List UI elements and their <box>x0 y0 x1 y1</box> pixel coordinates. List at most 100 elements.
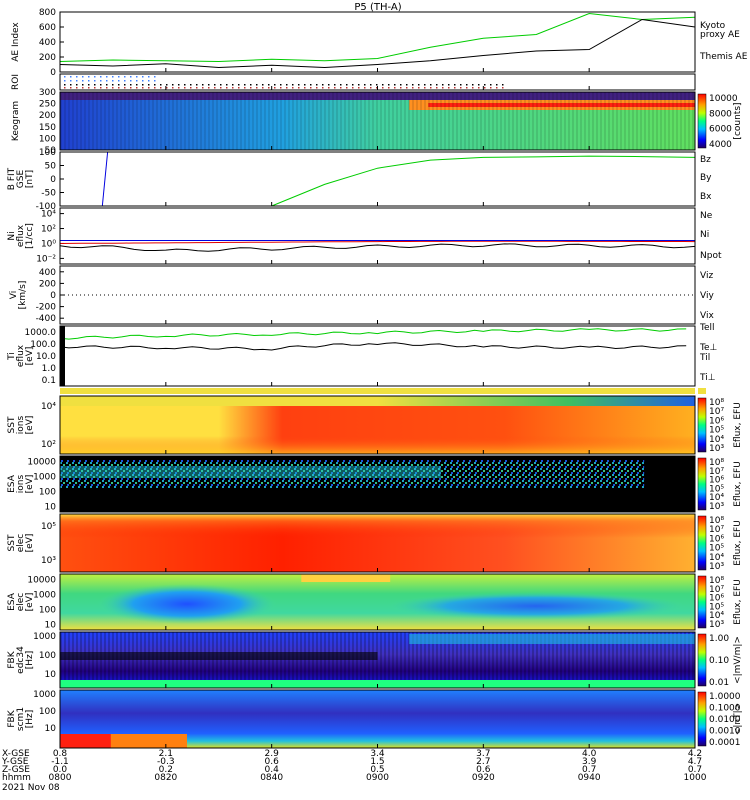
fbk2-ylabel-0: FBK <box>7 709 17 727</box>
roi-dot <box>454 87 456 89</box>
vi-ylabel-0: Vi <box>9 291 19 299</box>
bfit-frame <box>59 151 696 207</box>
xaxis-tick-label: 3.9 <box>582 757 597 767</box>
ni-ylabel-2: [1/cc] <box>25 223 35 249</box>
vi-legend-viy: Viy <box>700 291 714 301</box>
roi-dot <box>118 76 120 78</box>
roi-dot <box>124 87 126 89</box>
fbk2-ytick: 1000 <box>33 690 56 700</box>
fbk2-cbar-tick: 1.0000 <box>709 692 741 702</box>
keo-ytick: 100 <box>39 134 56 144</box>
roi-dot <box>160 84 162 86</box>
keo-cbar-tick: 10000 <box>709 94 738 104</box>
roi-dot <box>208 84 210 86</box>
roi-dot <box>358 84 360 86</box>
roi-dot <box>130 76 132 78</box>
fbk2-cbar-tick: 0.0001 <box>709 738 741 748</box>
ae-ytick: 200 <box>39 53 56 63</box>
esa-e-cbar-tick: 10⁴ <box>709 611 724 621</box>
fbk2-colorbar <box>697 691 707 747</box>
sst-i-bottom <box>60 436 695 454</box>
esa-e-ytick: 100 <box>39 605 56 615</box>
roi-dot <box>142 84 144 86</box>
te-ytick: 1000.0 <box>25 328 57 338</box>
ae-ytick: 400 <box>39 38 56 48</box>
esa-e-top-patch <box>301 574 391 582</box>
xaxis-tick-label: 0900 <box>366 773 389 783</box>
roi-dot <box>412 87 414 89</box>
roi-dot <box>190 84 192 86</box>
esa-i-ytick: 1000 <box>33 473 56 483</box>
ae-legend-proxy: proxy AE <box>700 30 740 40</box>
roi-dot <box>436 87 438 89</box>
roi-dot <box>226 87 228 89</box>
esa-e-blob-1 <box>97 584 277 624</box>
xaxis-tick-label: 0940 <box>578 773 601 783</box>
roi-dot <box>112 76 114 78</box>
roi-dot <box>460 87 462 89</box>
xaxis-tick-label: 3.4 <box>370 749 385 759</box>
roi-dot <box>316 84 318 86</box>
fbk1-cbar-tick: 0.01 <box>709 678 729 688</box>
sst-e-colorbar <box>697 515 707 571</box>
esa-e-cbar-tick: 10³ <box>709 620 724 630</box>
roi-dot <box>88 80 90 82</box>
xaxis-tick-label: 4.7 <box>688 757 702 767</box>
fbk1-ytick: 1000 <box>33 632 56 642</box>
roi-dot <box>502 84 504 86</box>
te-ytick: 0.1 <box>42 376 56 386</box>
esa-e-ytick: 10 <box>45 620 57 630</box>
vi-legend-viz: Viz <box>700 271 713 281</box>
ni-ylabel-1: eflux <box>16 224 26 247</box>
keo-texture <box>60 92 695 150</box>
separator-strip <box>60 388 695 394</box>
fbk2-cbar-tick: 0.1000 <box>709 704 741 714</box>
roi-dot <box>160 87 162 89</box>
roi-dot <box>64 80 66 82</box>
esa-i-ytick: 10 <box>45 502 57 512</box>
roi-dot <box>70 76 72 78</box>
sst-i-cbar-tick: 10⁴ <box>709 435 724 445</box>
bfit-ylabel-0: B FIT <box>7 167 17 190</box>
roi-dot <box>490 84 492 86</box>
sst-e-cbar-tick: 10⁷ <box>709 525 724 535</box>
roi-dot <box>184 84 186 86</box>
roi-dot <box>454 84 456 86</box>
fbk2-ylabel-2: [Hz] <box>25 710 35 729</box>
fbk1-ylabel-1: edc34 <box>16 646 26 674</box>
roi-dot <box>154 84 156 86</box>
roi-dot <box>76 76 78 78</box>
roi-dot <box>346 84 348 86</box>
sst-i-cbar-tick: 10⁸ <box>709 398 724 408</box>
roi-dot <box>322 84 324 86</box>
xaxis-tick-label: 0840 <box>260 773 283 783</box>
roi-dot <box>334 87 336 89</box>
roi-dot <box>208 87 210 89</box>
roi-dot <box>136 84 138 86</box>
sst-e-top <box>60 514 695 538</box>
roi-dot <box>166 84 168 86</box>
roi-dot <box>154 87 156 89</box>
ni-legend-ne: Ne <box>700 211 713 221</box>
roi-dot <box>400 84 402 86</box>
roi-dot <box>112 80 114 82</box>
fbk1-ylabel-0: FBK <box>7 650 17 668</box>
roi-dot <box>214 87 216 89</box>
roi-dot <box>238 87 240 89</box>
sst-i-cbar-tick: 10³ <box>709 444 724 454</box>
roi-dot <box>310 84 312 86</box>
roi-dot <box>64 76 66 78</box>
te-legend-tiperp: Ti⊥ <box>699 373 716 383</box>
roi-dot <box>70 84 72 86</box>
xaxis-tick-label: 0.0 <box>53 765 68 775</box>
keo-ylabel-0: Keogram <box>11 101 21 141</box>
ae-line-0 <box>59 12 696 63</box>
bfit-ytick: -50 <box>41 189 56 199</box>
esa-i-colorbar <box>697 457 707 511</box>
roi-dot <box>214 84 216 86</box>
roi-dot <box>136 87 138 89</box>
roi-dot <box>250 84 252 86</box>
roi-dot <box>112 84 114 86</box>
roi-dot <box>400 87 402 89</box>
roi-dot <box>226 84 228 86</box>
